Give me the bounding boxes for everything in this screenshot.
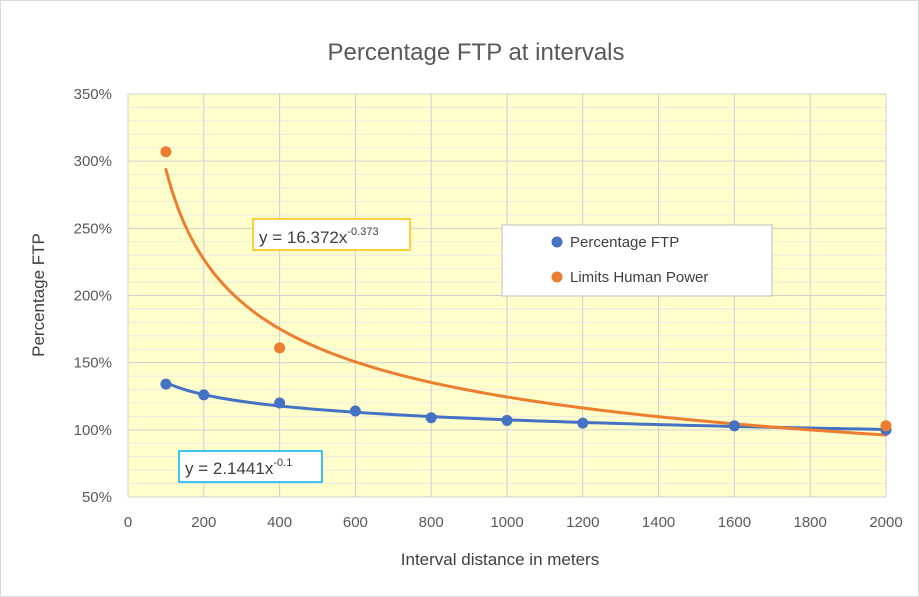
data-point-percentage-ftp: [274, 397, 286, 409]
equation-text-blue: y = 2.1441x-0.1: [185, 457, 292, 478]
y-axis-label: Percentage FTP: [29, 233, 48, 357]
equation-orange-exponent: -0.373: [347, 226, 378, 238]
x-tick-label: 1800: [794, 514, 827, 531]
trendlines: [164, 167, 888, 437]
data-point-percentage-ftp: [160, 378, 172, 390]
tick-labels: 0 200 400 600 800 1000 1200 1400 1600 1800 2000 50%…: [74, 86, 903, 531]
legend: Percentage FTP Limits Human Power: [501, 224, 773, 297]
data-point-percentage-ftp: [198, 389, 210, 401]
x-tick-label: 1400: [642, 514, 675, 531]
equation-box-blue: [178, 450, 323, 483]
data-point-percentage-ftp: [501, 414, 513, 426]
trendline-equation-blue: y = 2.1441x-0.1: [178, 450, 323, 483]
x-tick-label: 1200: [566, 514, 599, 531]
data-point-percentage-ftp: [425, 412, 437, 424]
trendline-equation-orange: y = 16.372x-0.373: [252, 218, 411, 251]
x-tick-label: 2000: [869, 514, 902, 531]
chart-title: Percentage FTP at intervals: [327, 39, 624, 66]
x-tick-label: 0: [124, 514, 132, 531]
data-point-limits-human-power: [160, 146, 172, 158]
equation-blue-base: y = 2.1441x: [185, 459, 274, 478]
y-tick-label: 150%: [74, 355, 112, 372]
legend-label-limits-human-power: Limits Human Power: [570, 269, 708, 286]
data-points: [160, 146, 892, 436]
x-tick-label: 200: [191, 514, 216, 531]
equation-blue-exponent: -0.1: [273, 457, 292, 469]
y-tick-label: 250%: [74, 220, 112, 237]
legend-marker-limits-human-power: [551, 271, 563, 283]
x-tick-label: 1000: [490, 514, 523, 531]
y-tick-label: 350%: [74, 86, 112, 103]
y-tick-label: 100%: [74, 422, 112, 439]
x-tick-label: 800: [419, 514, 444, 531]
data-point-percentage-ftp: [577, 417, 589, 429]
data-point-limits-human-power: [274, 342, 286, 354]
y-tick-label: 300%: [74, 153, 112, 170]
x-tick-label: 1600: [718, 514, 751, 531]
data-point-limits-human-power: [880, 420, 892, 432]
x-tick-label: 400: [267, 514, 292, 531]
equation-box-orange: [252, 218, 411, 251]
legend-label-percentage-ftp: Percentage FTP: [570, 234, 679, 251]
x-axis-label: Interval distance in meters: [401, 550, 599, 569]
trendline-limits-human-power: [164, 167, 888, 437]
y-tick-label: 200%: [74, 288, 112, 305]
x-tick-label: 600: [343, 514, 368, 531]
legend-box: [501, 224, 773, 297]
equation-text-orange: y = 16.372x-0.373: [259, 226, 379, 247]
data-point-percentage-ftp: [349, 405, 361, 417]
equation-orange-base: y = 16.372x: [259, 228, 348, 247]
legend-marker-percentage-ftp: [551, 236, 563, 248]
y-tick-label: 50%: [82, 489, 112, 506]
data-point-percentage-ftp: [728, 420, 740, 432]
